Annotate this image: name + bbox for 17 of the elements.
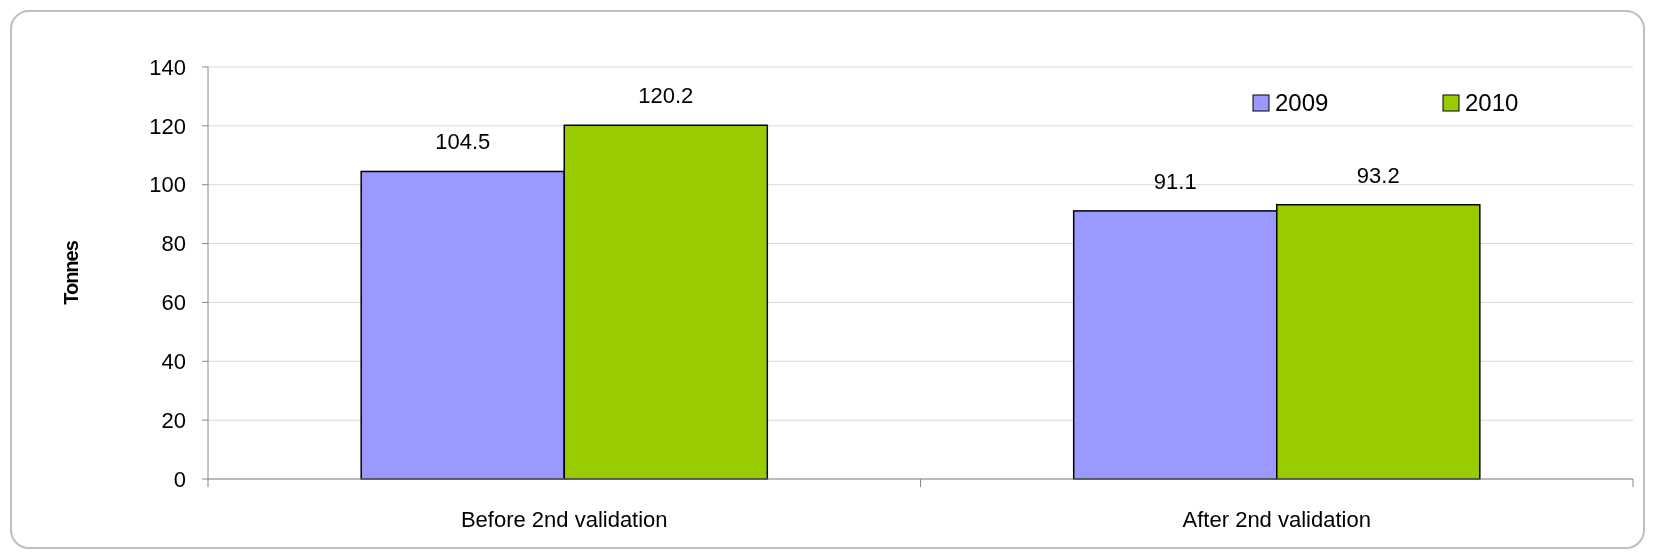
y-tick-label: 80 [161, 231, 186, 257]
y-tick-label: 40 [161, 348, 186, 374]
y-tick-label: 100 [149, 172, 186, 198]
data-label: 104.5 [435, 129, 491, 155]
data-label: 120.2 [638, 83, 694, 109]
y-tick-label: 120 [149, 113, 186, 139]
y-tick-label: 0 [173, 466, 186, 492]
data-label: 91.1 [1153, 168, 1197, 194]
legend-label: 2010 [1465, 89, 1519, 117]
x-tick-label: After 2nd validation [1182, 507, 1371, 532]
y-tick-label: 140 [149, 54, 186, 80]
y-tick-label: 60 [161, 290, 186, 316]
legend-label: 2009 [1275, 89, 1329, 117]
data-label: 93.2 [1356, 162, 1400, 188]
y-tick-label: 20 [161, 407, 186, 433]
y-axis-title: Tonnes [60, 240, 82, 305]
x-tick-label: Before 2nd validation [460, 507, 668, 532]
